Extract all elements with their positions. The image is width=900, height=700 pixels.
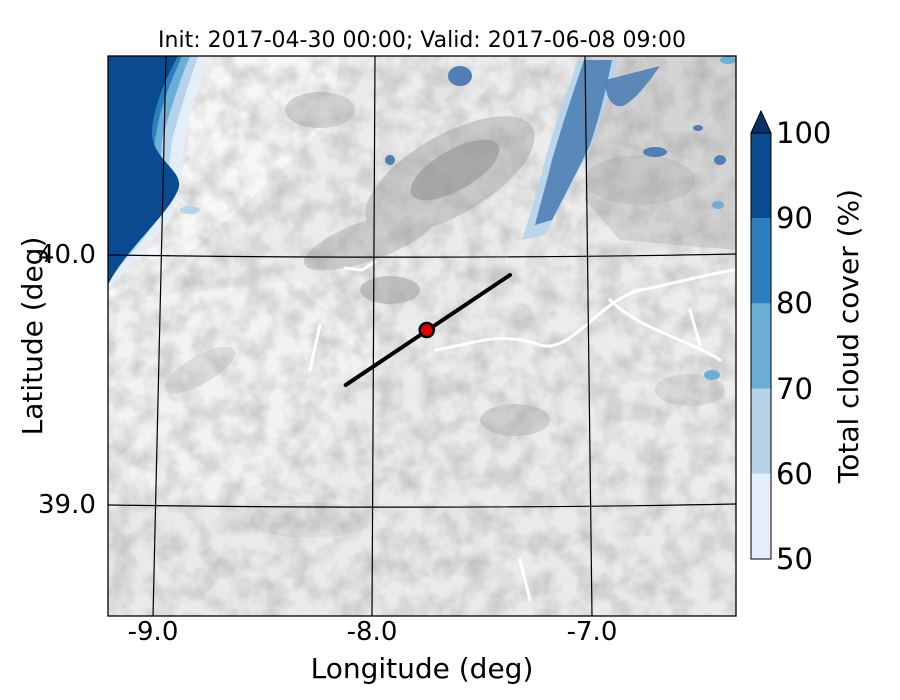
map-frame <box>107 55 737 617</box>
graticule <box>108 56 736 616</box>
x-tick-label: -7.0 <box>566 617 618 647</box>
x-axis-label: Longitude (deg) <box>310 652 534 685</box>
rivers <box>308 260 736 602</box>
colorbar-tick-label: 60 <box>776 457 813 491</box>
colorbar-extend-arrow <box>750 109 772 134</box>
colorbar-segment <box>751 473 771 559</box>
colorbar-segment <box>751 388 771 474</box>
colorbar-segments <box>751 133 771 559</box>
y-tick-label: 40.0 <box>38 240 96 270</box>
x-tick-label: -8.0 <box>346 617 398 647</box>
colorbar-tick-label: 100 <box>776 116 832 150</box>
colorbar-frame <box>750 132 772 560</box>
colorbar-segment <box>751 303 771 389</box>
x-tick-label: -9.0 <box>127 617 179 647</box>
parallel-40 <box>108 253 736 258</box>
meridian-minus9 <box>152 56 167 616</box>
parallel-39 <box>108 503 736 508</box>
y-tick-label: 39.0 <box>38 490 96 520</box>
colorbar-segment <box>751 218 771 304</box>
colorbar-tick-label: 80 <box>776 286 813 320</box>
colorbar-tick-label: 50 <box>776 542 813 576</box>
colorbar-label-text: Total cloud cover (%) <box>832 188 865 484</box>
colorbar-tick-label: 90 <box>776 201 813 235</box>
colorbar <box>750 109 772 560</box>
site-marker <box>418 321 435 339</box>
cloud-cover-west <box>108 56 208 290</box>
plot-title: Init: 2017-04-30 00:00; Valid: 2017-06-0… <box>158 28 686 53</box>
meridian-minus7 <box>584 56 593 616</box>
colorbar-tick-label: 70 <box>776 372 813 406</box>
meridian-minus8 <box>371 56 376 616</box>
colorbar-segment <box>751 133 771 219</box>
cloud-cover-northeast <box>180 56 736 380</box>
